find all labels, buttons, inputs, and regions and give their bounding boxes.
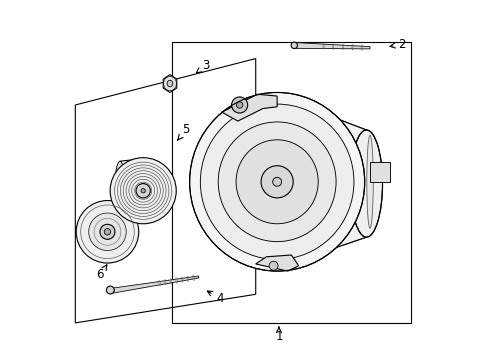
Text: 4: 4 bbox=[207, 291, 224, 305]
Ellipse shape bbox=[237, 102, 243, 108]
Ellipse shape bbox=[141, 189, 146, 193]
Ellipse shape bbox=[218, 122, 336, 242]
Ellipse shape bbox=[272, 177, 282, 186]
Polygon shape bbox=[112, 276, 199, 293]
Ellipse shape bbox=[106, 286, 114, 294]
Text: 5: 5 bbox=[178, 123, 190, 140]
Ellipse shape bbox=[167, 80, 173, 87]
Ellipse shape bbox=[190, 93, 365, 271]
Ellipse shape bbox=[200, 104, 354, 260]
Ellipse shape bbox=[291, 42, 297, 49]
Ellipse shape bbox=[236, 140, 318, 224]
Ellipse shape bbox=[299, 132, 305, 232]
Polygon shape bbox=[222, 94, 277, 121]
Ellipse shape bbox=[115, 161, 125, 220]
Bar bbox=[172, 42, 411, 323]
Text: 6: 6 bbox=[97, 265, 107, 281]
Ellipse shape bbox=[110, 158, 176, 224]
Ellipse shape bbox=[333, 134, 339, 230]
Ellipse shape bbox=[367, 135, 373, 228]
Ellipse shape bbox=[269, 261, 278, 270]
Text: 2: 2 bbox=[390, 38, 406, 51]
Polygon shape bbox=[370, 162, 390, 182]
Ellipse shape bbox=[89, 213, 126, 251]
Ellipse shape bbox=[76, 201, 139, 263]
Polygon shape bbox=[277, 96, 367, 267]
Ellipse shape bbox=[232, 97, 247, 113]
Text: 1: 1 bbox=[275, 327, 283, 343]
Ellipse shape bbox=[136, 184, 150, 198]
Ellipse shape bbox=[100, 224, 115, 239]
Polygon shape bbox=[256, 255, 298, 271]
Text: 3: 3 bbox=[196, 59, 209, 73]
Ellipse shape bbox=[104, 229, 111, 235]
Polygon shape bbox=[163, 75, 177, 93]
Ellipse shape bbox=[350, 130, 383, 237]
Ellipse shape bbox=[261, 166, 293, 198]
Polygon shape bbox=[295, 42, 370, 49]
